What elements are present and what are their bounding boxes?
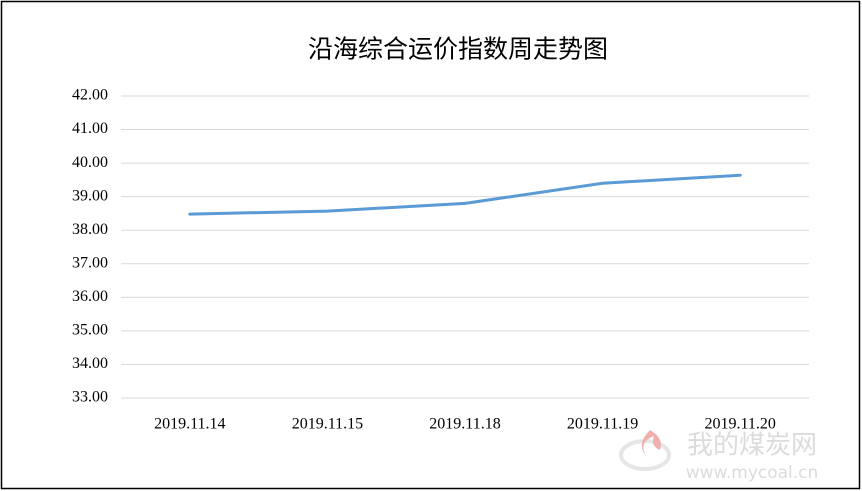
data-line xyxy=(188,173,742,216)
y-tick-label: 41.00 xyxy=(72,120,108,137)
watermark-flame xyxy=(641,430,661,456)
x-tick-label: 2019.11.20 xyxy=(704,416,775,433)
watermark-logo xyxy=(619,439,671,471)
y-tick-label: 39.00 xyxy=(72,187,108,204)
x-tick-label: 2019.11.18 xyxy=(429,416,500,433)
y-tick-label: 35.00 xyxy=(72,322,108,339)
watermark-url: www.mycoal.cn xyxy=(686,463,819,483)
y-tick-label: 42.00 xyxy=(72,87,108,104)
watermark: 我的煤炭网 www.mycoal.cn xyxy=(619,430,819,483)
y-tick-label: 34.00 xyxy=(72,355,108,372)
x-tick-label: 2019.11.15 xyxy=(292,416,363,433)
x-tick-label: 2019.11.19 xyxy=(567,416,638,433)
y-tick-label: 38.00 xyxy=(72,221,108,238)
y-tick-label: 36.00 xyxy=(72,288,108,305)
watermark-name: 我的煤炭网 xyxy=(687,431,817,461)
x-tick-label: 2019.11.14 xyxy=(154,416,225,433)
y-tick-label: 33.00 xyxy=(72,389,108,406)
chart-title: 沿海综合运价指数周走势图 xyxy=(308,36,608,64)
y-tick-label: 40.00 xyxy=(72,154,108,171)
y-tick-label: 37.00 xyxy=(72,254,108,271)
